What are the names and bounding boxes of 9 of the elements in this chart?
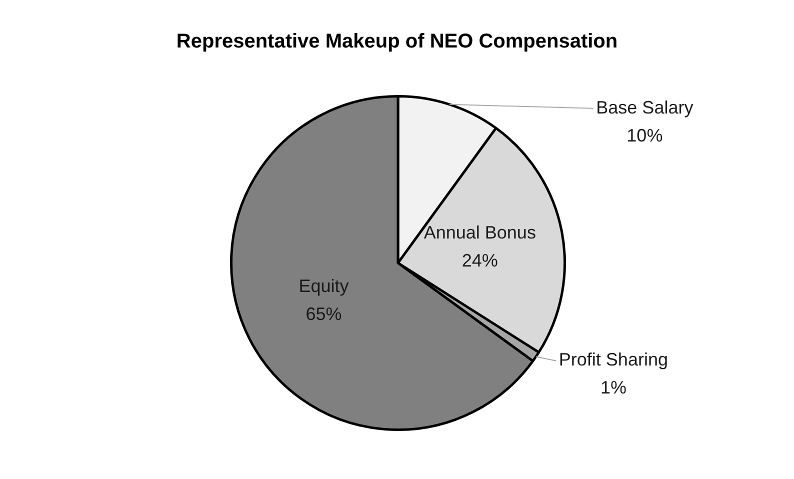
- slice-label: Base Salary: [596, 97, 694, 118]
- data-label: 65%: [306, 304, 342, 324]
- data-label: 10%: [626, 125, 663, 146]
- data-label: 24%: [462, 250, 498, 270]
- data-label: 1%: [600, 378, 626, 398]
- slice-label: Profit Sharing: [558, 350, 668, 370]
- chart-title: Representative Makeup of NEO Compensation: [176, 30, 618, 53]
- slice-label: Annual Bonus: [424, 222, 536, 242]
- slice-label: Equity: [298, 276, 349, 296]
